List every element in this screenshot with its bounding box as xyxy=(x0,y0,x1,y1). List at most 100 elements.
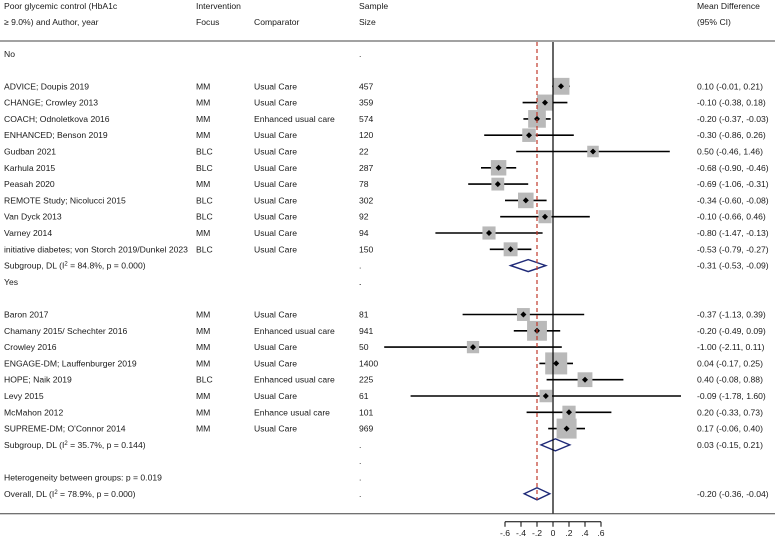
study-ci-text: -0.34 (-0.60, -0.08) xyxy=(697,195,769,205)
study-ci-text: -0.68 (-0.90, -0.46) xyxy=(697,163,769,173)
study-ci-text: 0.20 (-0.33, 0.73) xyxy=(697,407,763,417)
x-tick-label: -.6 xyxy=(500,528,510,537)
study-name: ENGAGE-DM; Lauffenburger 2019 xyxy=(4,358,137,368)
study-sample-size: 81 xyxy=(359,310,369,320)
study-sample-size: 225 xyxy=(359,375,374,385)
study-focus: BLC xyxy=(196,163,213,173)
study-point-estimate xyxy=(566,409,572,416)
study-sample-size: 61 xyxy=(359,391,369,401)
header-author-line2: ≥ 9.0%) and Author, year xyxy=(4,17,99,27)
study-comparator: Usual Care xyxy=(254,147,297,157)
study-name: McMahon 2012 xyxy=(4,407,63,417)
study-comparator: Usual Care xyxy=(254,391,297,401)
study-focus: MM xyxy=(196,310,210,320)
study-comparator: Enhance usual care xyxy=(254,407,330,417)
x-tick-label: -.4 xyxy=(516,528,526,537)
study-ci-text: 0.40 (-0.08, 0.88) xyxy=(697,375,763,385)
study-comparator: Usual Care xyxy=(254,342,297,352)
subgroup-ci-text: 0.03 (-0.15, 0.21) xyxy=(697,440,763,450)
heterogeneity-text: Heterogeneity between groups: p = 0.019 xyxy=(4,473,162,483)
study-point-estimate xyxy=(542,99,548,106)
study-point-estimate xyxy=(553,360,560,367)
sample-dot: . xyxy=(359,277,361,287)
x-tick-label: .4 xyxy=(581,528,588,537)
header-intervention: Intervention xyxy=(196,1,241,11)
study-ci-text: 0.17 (-0.06, 0.40) xyxy=(697,424,763,434)
study-name: Chamany 2015/ Schechter 2016 xyxy=(4,326,127,336)
study-comparator: Usual Care xyxy=(254,358,297,368)
study-point-estimate xyxy=(522,197,529,204)
study-ci-text: 0.10 (-0.01, 0.21) xyxy=(697,81,763,91)
sample-dot: . xyxy=(359,456,361,466)
study-ci-text: 0.04 (-0.17, 0.25) xyxy=(697,358,763,368)
study-name: CHANGE; Crowley 2013 xyxy=(4,98,98,108)
sample-dot: . xyxy=(359,49,361,59)
study-comparator: Usual Care xyxy=(254,81,297,91)
study-comparator: Usual Care xyxy=(254,228,297,238)
study-comparator: Usual Care xyxy=(254,424,297,434)
study-name: Levy 2015 xyxy=(4,391,44,401)
subgroup-ci-text: -0.31 (-0.53, -0.09) xyxy=(697,261,769,271)
study-focus: MM xyxy=(196,81,210,91)
x-tick-label: .2 xyxy=(565,528,572,537)
overall-ci-text: -0.20 (-0.36, -0.04) xyxy=(697,489,769,499)
study-focus: MM xyxy=(196,130,210,140)
study-sample-size: 120 xyxy=(359,130,374,140)
study-focus: BLC xyxy=(196,244,213,254)
study-point-estimate xyxy=(495,164,502,171)
header-author-line1: Poor glycemic control (HbA1c xyxy=(4,1,118,11)
study-point-estimate xyxy=(520,311,527,318)
study-sample-size: 457 xyxy=(359,81,374,91)
study-sample-size: 101 xyxy=(359,407,374,417)
subgroup-label: Subgroup, DL (I2 = 35.7%, p = 0.144) xyxy=(4,440,146,450)
study-sample-size: 22 xyxy=(359,147,369,157)
study-ci-text: -1.00 (-2.11, 0.11) xyxy=(697,342,765,352)
study-focus: MM xyxy=(196,114,210,124)
study-point-estimate xyxy=(542,393,549,399)
x-tick-label: -.2 xyxy=(532,528,542,537)
sample-dot: . xyxy=(359,440,361,450)
study-comparator: Usual Care xyxy=(254,130,297,140)
study-focus: MM xyxy=(196,407,210,417)
study-name: COACH; Odnoletkova 2016 xyxy=(4,114,110,124)
subgroup-diamond xyxy=(508,258,548,273)
study-comparator: Usual Care xyxy=(254,244,297,254)
study-comparator: Usual Care xyxy=(254,310,297,320)
study-focus: MM xyxy=(196,326,210,336)
study-focus: MM xyxy=(196,342,210,352)
study-comparator: Enhanced usual care xyxy=(254,375,335,385)
subgroup-label: Subgroup, DL (I2 = 84.8%, p = 0.000) xyxy=(4,261,146,271)
study-point-estimate xyxy=(494,181,501,188)
study-name: ENHANCED; Benson 2019 xyxy=(4,130,108,140)
group-label: No xyxy=(4,49,15,59)
study-focus: MM xyxy=(196,228,210,238)
study-sample-size: 969 xyxy=(359,424,374,434)
study-point-estimate xyxy=(558,83,564,90)
study-name: Gudban 2021 xyxy=(4,147,56,157)
study-name: Karhula 2015 xyxy=(4,163,55,173)
study-ci-text: -0.20 (-0.49, 0.09) xyxy=(697,326,766,336)
study-point-estimate xyxy=(590,148,596,155)
study-comparator: Usual Care xyxy=(254,163,297,173)
study-name: initiative diabetes; von Storch 2019/Dun… xyxy=(4,244,188,254)
study-point-estimate xyxy=(534,115,540,122)
study-point-estimate xyxy=(486,230,492,236)
header-focus: Focus xyxy=(196,17,219,27)
study-ci-text: -0.30 (-0.86, 0.26) xyxy=(697,130,766,140)
study-sample-size: 50 xyxy=(359,342,369,352)
study-focus: BLC xyxy=(196,212,213,222)
study-name: Van Dyck 2013 xyxy=(4,212,62,222)
study-focus: BLC xyxy=(196,375,213,385)
study-point-estimate xyxy=(526,132,532,139)
sample-dot: . xyxy=(359,489,361,499)
study-focus: BLC xyxy=(196,195,213,205)
study-focus: MM xyxy=(196,424,210,434)
study-focus: BLC xyxy=(196,147,213,157)
x-tick-label: 0 xyxy=(551,528,556,537)
study-point-estimate xyxy=(470,344,476,351)
study-sample-size: 359 xyxy=(359,98,374,108)
study-sample-size: 1400 xyxy=(359,358,378,368)
study-focus: MM xyxy=(196,358,210,368)
header-mean-difference: Mean Difference xyxy=(697,1,760,11)
